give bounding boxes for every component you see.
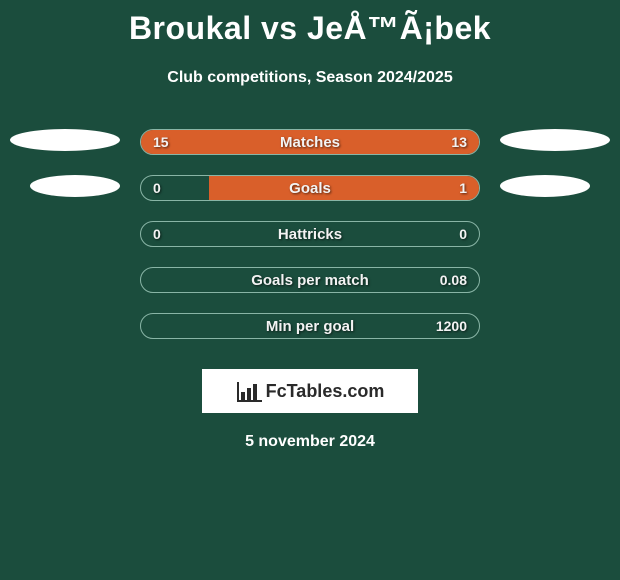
stat-value-left: 0 xyxy=(153,226,161,242)
stat-bar-goals: 0 Goals 1 xyxy=(140,175,480,201)
stat-label: Matches xyxy=(280,134,340,151)
left-avatar-col xyxy=(10,129,120,339)
logo-text: FcTables.com xyxy=(266,381,385,402)
bar-chart-icon xyxy=(236,380,262,402)
player1-avatar-ellipse xyxy=(30,175,120,197)
stat-value-right: 1 xyxy=(459,180,467,196)
stat-bar-goals-per-match: Goals per match 0.08 xyxy=(140,267,480,293)
stat-bar-hattricks: 0 Hattricks 0 xyxy=(140,221,480,247)
player2-avatar-ellipse xyxy=(500,175,590,197)
stat-value-right: 1200 xyxy=(436,318,467,334)
stat-value-left: 15 xyxy=(153,134,169,150)
stat-bars: 15 Matches 13 0 Goals 1 0 Hattricks 0 Go… xyxy=(140,129,480,339)
date-text: 5 november 2024 xyxy=(0,433,620,451)
stat-label: Min per goal xyxy=(266,318,354,335)
right-avatar-col xyxy=(500,129,610,339)
stat-label: Goals xyxy=(289,180,331,197)
stat-value-left: 0 xyxy=(153,180,161,196)
stat-value-right: 0 xyxy=(459,226,467,242)
player1-avatar-ellipse xyxy=(10,129,120,151)
stats-area: 15 Matches 13 0 Goals 1 0 Hattricks 0 Go… xyxy=(0,129,620,339)
page-title: Broukal vs JeÅ™Ã¡bek xyxy=(0,0,620,47)
stat-value-right: 0.08 xyxy=(440,272,467,288)
stat-fill-right xyxy=(209,176,479,200)
subtitle: Club competitions, Season 2024/2025 xyxy=(0,69,620,87)
stat-value-right: 13 xyxy=(451,134,467,150)
stat-label: Goals per match xyxy=(251,272,369,289)
fctables-logo[interactable]: FcTables.com xyxy=(202,369,418,413)
stat-label: Hattricks xyxy=(278,226,342,243)
stat-bar-min-per-goal: Min per goal 1200 xyxy=(140,313,480,339)
player2-avatar-ellipse xyxy=(500,129,610,151)
stat-bar-matches: 15 Matches 13 xyxy=(140,129,480,155)
